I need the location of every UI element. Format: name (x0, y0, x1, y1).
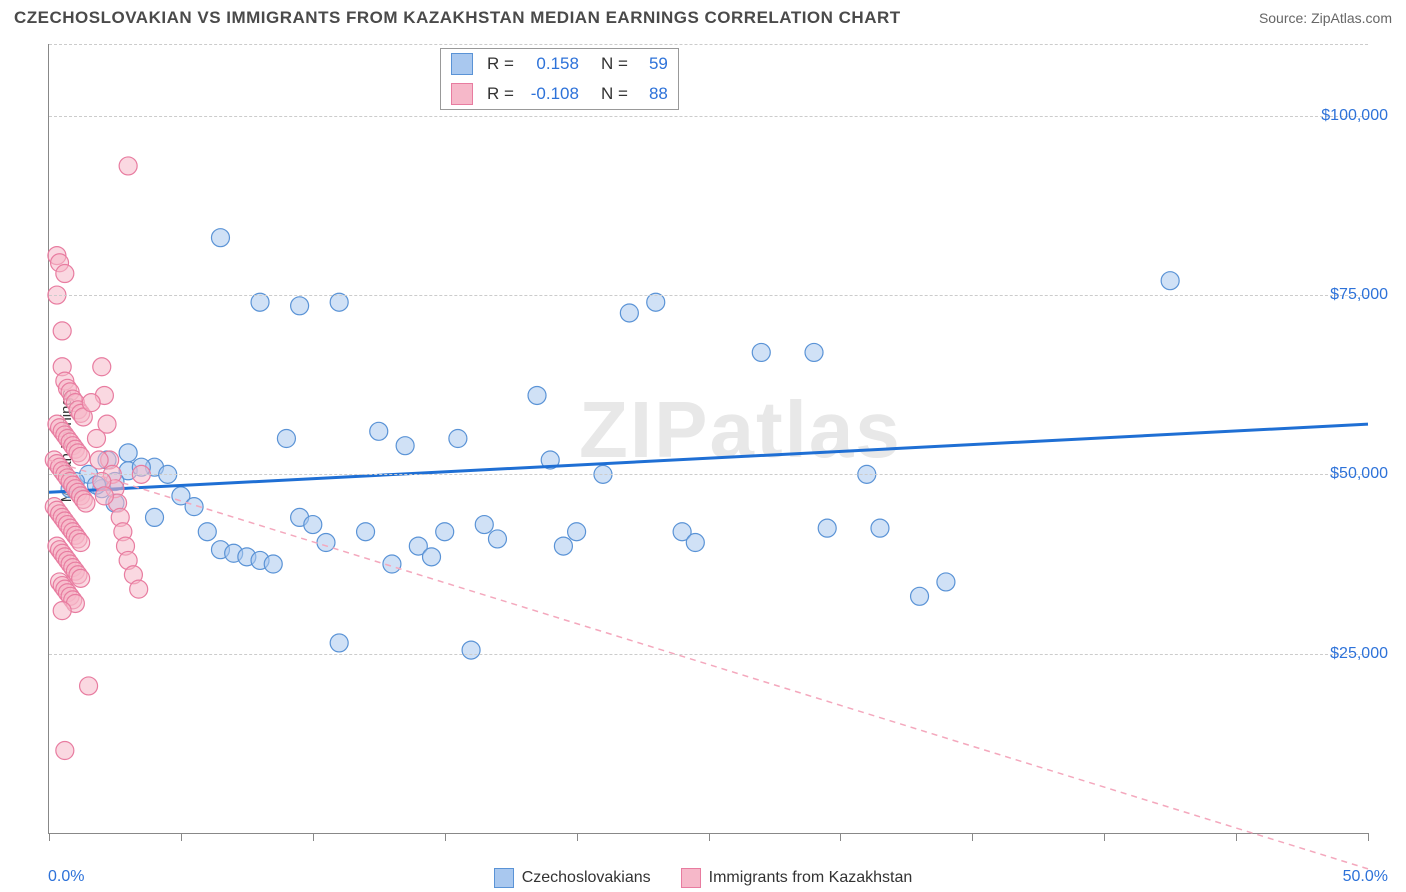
data-point (130, 580, 148, 598)
data-point (119, 444, 137, 462)
x-tick (1236, 833, 1237, 841)
legend-label-1: Czechoslovakians (522, 869, 651, 887)
x-tick (181, 833, 182, 841)
x-tick (972, 833, 973, 841)
data-point (264, 555, 282, 573)
data-point (330, 634, 348, 652)
data-point (119, 157, 137, 175)
data-point (90, 451, 108, 469)
data-point (198, 523, 216, 541)
x-tick (445, 833, 446, 841)
stat-n-label: N = (601, 54, 628, 74)
data-point (488, 530, 506, 548)
bottom-legend: Czechoslovakians Immigrants from Kazakhs… (0, 868, 1406, 888)
data-point (80, 677, 98, 695)
swatch-blue (494, 868, 514, 888)
x-tick (1104, 833, 1105, 841)
data-point (304, 516, 322, 534)
stat-n-value: 59 (638, 54, 668, 74)
x-tick (709, 833, 710, 841)
swatch-pink (681, 868, 701, 888)
x-tick-50: 50.0% (1343, 868, 1388, 886)
data-point (1161, 272, 1179, 290)
gridline (49, 295, 1368, 296)
data-point (752, 343, 770, 361)
gridline (49, 474, 1368, 475)
x-tick (1368, 833, 1369, 841)
data-point (53, 322, 71, 340)
y-tick-label: $50,000 (1330, 465, 1388, 483)
stats-row: R = -0.108 N = 88 (441, 79, 678, 109)
stat-r-value: -0.108 (524, 84, 579, 104)
chart-title: CZECHOSLOVAKIAN VS IMMIGRANTS FROM KAZAK… (14, 8, 901, 28)
scatter-plot: ZIPatlas (48, 44, 1368, 834)
data-point (77, 494, 95, 512)
legend-item-czechoslovakians: Czechoslovakians (494, 868, 651, 888)
data-point (56, 742, 74, 760)
data-point (805, 343, 823, 361)
gridline (49, 116, 1368, 117)
data-point (72, 447, 90, 465)
x-tick (49, 833, 50, 841)
stat-r-value: 0.158 (524, 54, 579, 74)
data-point (370, 422, 388, 440)
y-tick-label: $100,000 (1321, 107, 1388, 125)
stats-swatch (451, 83, 473, 105)
y-tick-label: $25,000 (1330, 645, 1388, 663)
data-point (72, 569, 90, 587)
source-label: Source: ZipAtlas.com (1259, 10, 1392, 26)
data-point (87, 430, 105, 448)
data-point (911, 587, 929, 605)
trend-line (49, 460, 1368, 869)
stats-row: R = 0.158 N = 59 (441, 49, 678, 79)
gridline (49, 654, 1368, 655)
data-point (146, 508, 164, 526)
stats-legend-box: R = 0.158 N = 59 R = -0.108 N = 88 (440, 48, 679, 110)
data-point (462, 641, 480, 659)
data-point (277, 430, 295, 448)
y-tick-label: $75,000 (1330, 286, 1388, 304)
stat-r-label: R = (487, 84, 514, 104)
x-tick (313, 833, 314, 841)
data-point (818, 519, 836, 537)
stats-swatch (451, 53, 473, 75)
stat-n-value: 88 (638, 84, 668, 104)
data-point (528, 386, 546, 404)
data-point (871, 519, 889, 537)
data-point (291, 297, 309, 315)
trend-line (49, 424, 1368, 492)
data-point (449, 430, 467, 448)
data-point (396, 437, 414, 455)
stat-n-label: N = (601, 84, 628, 104)
data-point (93, 358, 111, 376)
data-point (423, 548, 441, 566)
title-bar: CZECHOSLOVAKIAN VS IMMIGRANTS FROM KAZAK… (14, 8, 1392, 28)
data-point (53, 602, 71, 620)
data-point (937, 573, 955, 591)
legend-label-2: Immigrants from Kazakhstan (709, 869, 913, 887)
data-point (56, 265, 74, 283)
gridline (49, 44, 1368, 45)
x-tick-0: 0.0% (48, 868, 84, 886)
data-point (211, 229, 229, 247)
data-point (357, 523, 375, 541)
data-point (568, 523, 586, 541)
data-point (95, 487, 113, 505)
data-point (317, 534, 335, 552)
plot-svg (49, 44, 1368, 833)
data-point (475, 516, 493, 534)
stat-r-label: R = (487, 54, 514, 74)
data-point (620, 304, 638, 322)
data-point (82, 394, 100, 412)
data-point (554, 537, 572, 555)
data-point (72, 534, 90, 552)
x-tick (577, 833, 578, 841)
data-point (686, 534, 704, 552)
x-tick (840, 833, 841, 841)
data-point (436, 523, 454, 541)
legend-item-kazakhstan: Immigrants from Kazakhstan (681, 868, 913, 888)
